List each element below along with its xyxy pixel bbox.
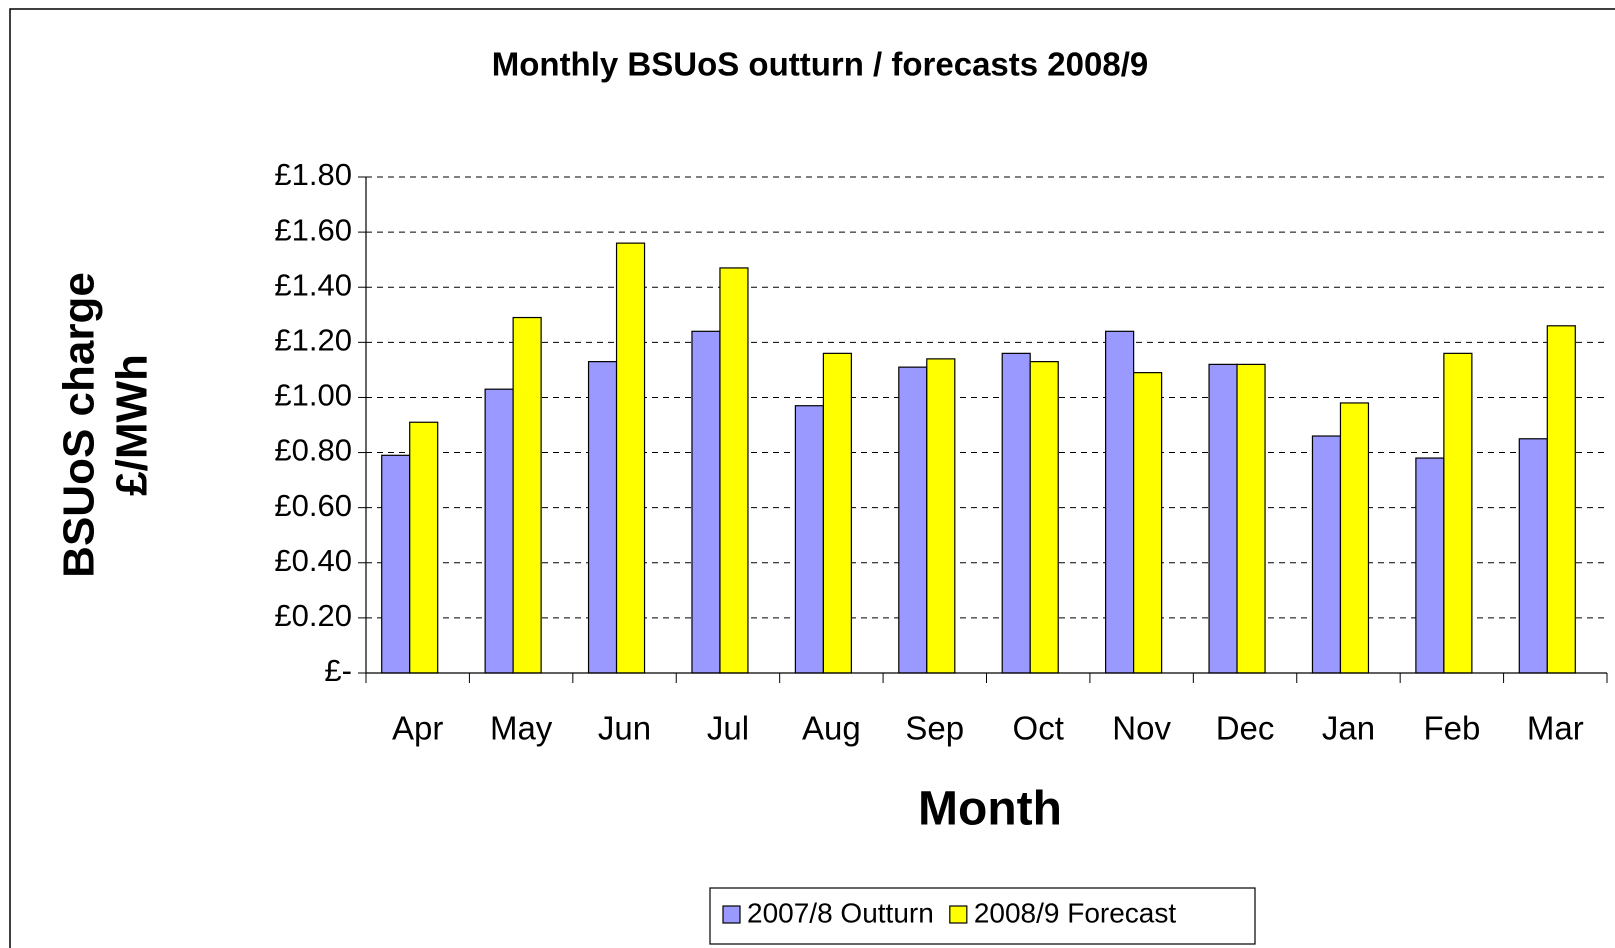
x-tick-label: Mar: [1527, 710, 1584, 747]
bar: [1236, 363, 1266, 674]
bar: [1133, 372, 1163, 674]
bar: [1208, 363, 1238, 674]
y-tick-label: £1.00: [274, 378, 352, 413]
x-axis-title: Month: [918, 783, 1062, 836]
y-tick-label: £-: [324, 653, 352, 688]
x-tick-label: Apr: [392, 710, 443, 747]
bar: [615, 242, 646, 674]
y-tick-label: £1.80: [274, 157, 352, 192]
x-tick-label: Jun: [598, 710, 651, 747]
x-tick-label: Oct: [1013, 710, 1064, 747]
bar: [691, 330, 721, 674]
y-axis-title: BSUoS charge: [55, 272, 104, 578]
bar: [512, 316, 542, 674]
bar: [1518, 438, 1548, 674]
legend-label: 2008/9 Forecast: [974, 897, 1177, 928]
bar: [1105, 330, 1135, 674]
bar: [1311, 435, 1342, 674]
x-tick-label: Nov: [1112, 710, 1171, 747]
legend-swatch: [722, 905, 741, 924]
legend-box: [709, 887, 1256, 945]
bar: [1443, 352, 1473, 674]
chart-title: Monthly BSUoS outturn / forecasts 2008/9: [492, 46, 1148, 83]
y-tick-label: £0.20: [274, 598, 352, 633]
legend-label: 2007/8 Outturn: [747, 897, 934, 928]
bar: [1339, 402, 1370, 674]
x-tick-label: Sep: [905, 710, 964, 747]
y-tick-label: £0.60: [274, 488, 352, 523]
bar: [719, 267, 749, 674]
bar: [1001, 352, 1031, 674]
x-tick-label: Jan: [1322, 710, 1375, 747]
bar: [381, 454, 411, 674]
bar: [484, 388, 514, 674]
x-tick-label: Feb: [1423, 710, 1480, 747]
x-tick-label: Dec: [1216, 710, 1275, 747]
y-axis-title: £/MWh: [108, 354, 157, 496]
bar: [1029, 361, 1059, 674]
y-tick-label: £1.60: [274, 212, 352, 247]
legend: 2007/8 Outturn 2008/9 Forecast: [709, 887, 1256, 945]
bar: [1415, 457, 1445, 674]
y-tick-label: £1.40: [274, 267, 352, 302]
bar: [1546, 325, 1576, 674]
legend-swatch: [949, 905, 968, 924]
y-tick-label: £0.80: [274, 433, 352, 468]
bar: [898, 366, 928, 674]
bar: [926, 358, 956, 674]
x-tick-label: May: [490, 710, 553, 747]
bar: [794, 405, 824, 674]
y-tick-label: £0.40: [274, 543, 352, 578]
bar: [409, 421, 439, 674]
x-tick-label: Aug: [802, 710, 861, 747]
x-tick-label: Jul: [707, 710, 749, 747]
bar: [822, 352, 852, 674]
y-tick-label: £1.20: [274, 323, 352, 358]
bar: [587, 361, 618, 674]
